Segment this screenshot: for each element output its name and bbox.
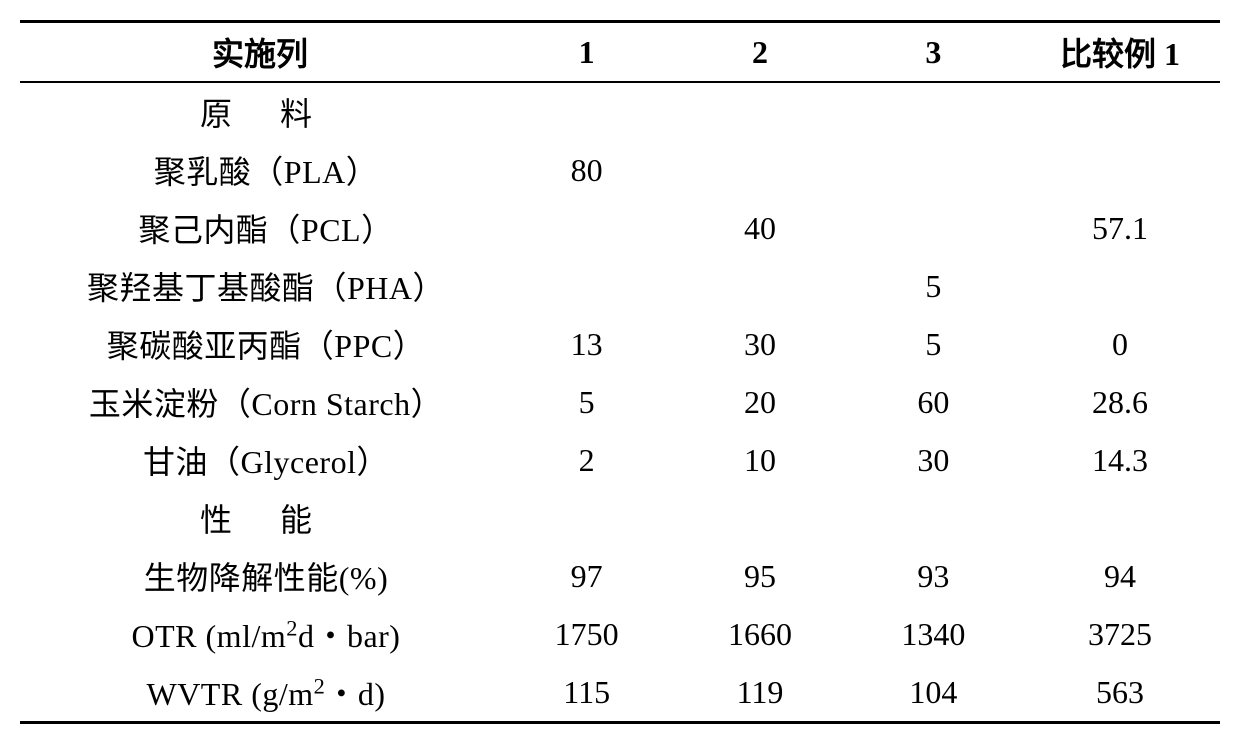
section-performance-label: 性 能 (20, 489, 500, 547)
row-ppc: 聚碳酸亚丙酯（PPC） 13 30 5 0 (20, 315, 1220, 373)
pha-c3: 5 (847, 257, 1020, 315)
header-col1: 1 (500, 22, 673, 83)
data-table-container: 实施列 1 2 3 比较例 1 原 料 聚乳酸（PLA） 80 (20, 20, 1220, 724)
biodeg-cmp: 94 (1020, 547, 1220, 605)
header-label: 实施列 (20, 22, 500, 83)
pcl-c1 (500, 199, 673, 257)
otr-label: OTR (ml/m2d・bar) (20, 605, 500, 663)
wvtr-label: WVTR (g/m2・d) (20, 663, 500, 723)
section-materials-row: 原 料 (20, 82, 1220, 141)
row-otr: OTR (ml/m2d・bar) 1750 1660 1340 3725 (20, 605, 1220, 663)
header-col3: 3 (847, 22, 1020, 83)
ppc-label: 聚碳酸亚丙酯（PPC） (20, 315, 500, 373)
glycerol-c1: 2 (500, 431, 673, 489)
row-wvtr: WVTR (g/m2・d) 115 119 104 563 (20, 663, 1220, 723)
cornstarch-label: 玉米淀粉（Corn Starch） (20, 373, 500, 431)
biodeg-c1: 97 (500, 547, 673, 605)
header-compare: 比较例 1 (1020, 22, 1220, 83)
glycerol-cmp: 14.3 (1020, 431, 1220, 489)
pha-label: 聚羟基丁基酸酯（PHA） (20, 257, 500, 315)
pcl-label: 聚己内酯（PCL） (20, 199, 500, 257)
ppc-c2: 30 (673, 315, 846, 373)
ppc-c1: 13 (500, 315, 673, 373)
row-pcl: 聚己内酯（PCL） 40 57.1 (20, 199, 1220, 257)
cornstarch-c1: 5 (500, 373, 673, 431)
otr-c2: 1660 (673, 605, 846, 663)
biodeg-c2: 95 (673, 547, 846, 605)
wvtr-c2: 119 (673, 663, 846, 723)
row-biodeg: 生物降解性能(%) 97 95 93 94 (20, 547, 1220, 605)
pla-c1: 80 (500, 141, 673, 199)
wvtr-c1: 115 (500, 663, 673, 723)
pcl-cmp: 57.1 (1020, 199, 1220, 257)
glycerol-c3: 30 (847, 431, 1020, 489)
otr-c3: 1340 (847, 605, 1020, 663)
row-cornstarch: 玉米淀粉（Corn Starch） 5 20 60 28.6 (20, 373, 1220, 431)
header-col2: 2 (673, 22, 846, 83)
pha-c2 (673, 257, 846, 315)
row-pla: 聚乳酸（PLA） 80 (20, 141, 1220, 199)
section-performance-row: 性 能 (20, 489, 1220, 547)
pla-c3 (847, 141, 1020, 199)
table-header-row: 实施列 1 2 3 比较例 1 (20, 22, 1220, 83)
cornstarch-c3: 60 (847, 373, 1020, 431)
pcl-c3 (847, 199, 1020, 257)
biodeg-label: 生物降解性能(%) (20, 547, 500, 605)
biodeg-c3: 93 (847, 547, 1020, 605)
cornstarch-cmp: 28.6 (1020, 373, 1220, 431)
composition-table: 实施列 1 2 3 比较例 1 原 料 聚乳酸（PLA） 80 (20, 20, 1220, 724)
row-glycerol: 甘油（Glycerol） 2 10 30 14.3 (20, 431, 1220, 489)
glycerol-c2: 10 (673, 431, 846, 489)
row-pha: 聚羟基丁基酸酯（PHA） 5 (20, 257, 1220, 315)
pla-c2 (673, 141, 846, 199)
section-materials-label: 原 料 (20, 82, 500, 141)
cornstarch-c2: 20 (673, 373, 846, 431)
wvtr-c3: 104 (847, 663, 1020, 723)
pha-c1 (500, 257, 673, 315)
wvtr-cmp: 563 (1020, 663, 1220, 723)
otr-cmp: 3725 (1020, 605, 1220, 663)
ppc-c3: 5 (847, 315, 1020, 373)
pha-cmp (1020, 257, 1220, 315)
glycerol-label: 甘油（Glycerol） (20, 431, 500, 489)
pla-cmp (1020, 141, 1220, 199)
ppc-cmp: 0 (1020, 315, 1220, 373)
pcl-c2: 40 (673, 199, 846, 257)
otr-c1: 1750 (500, 605, 673, 663)
pla-label: 聚乳酸（PLA） (20, 141, 500, 199)
